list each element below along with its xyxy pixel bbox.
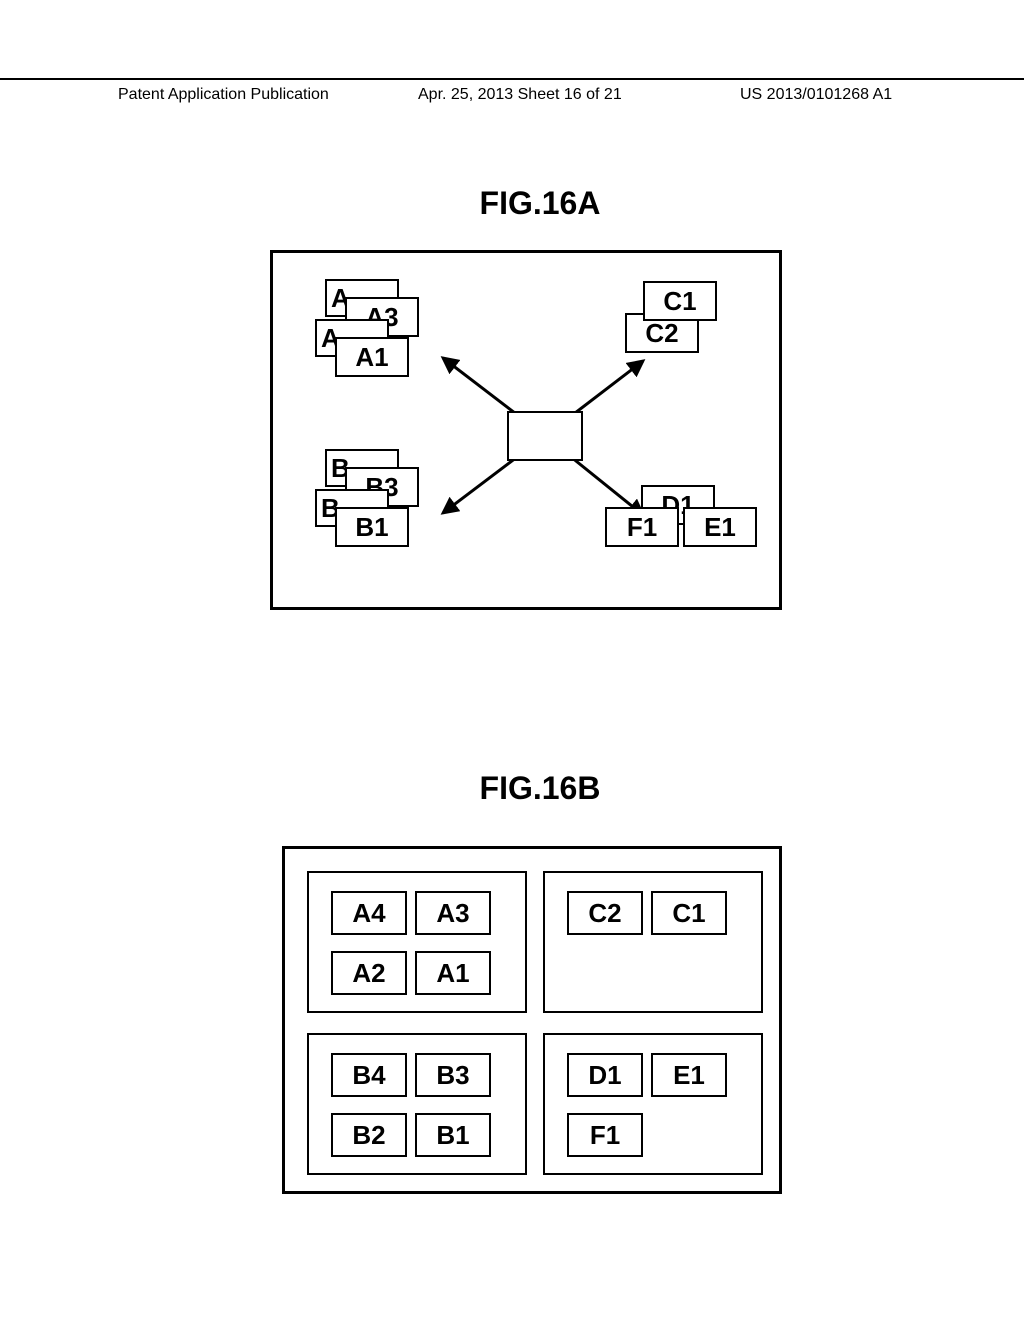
fig16b-group-2: B4B3B2B1 [307,1033,527,1175]
fig16b-cell-c2: C2 [567,891,643,935]
header-mid: Apr. 25, 2013 Sheet 16 of 21 [418,86,622,104]
page-header: Patent Application Publication Apr. 25, … [0,78,1024,86]
fig16a-node-b1: B1 [335,507,409,547]
fig16b-cell-c1: C1 [651,891,727,935]
header-left: Patent Application Publication [118,86,329,104]
fig16b-cell-e1: E1 [651,1053,727,1097]
fig16b-group-3: D1E1F1 [543,1033,763,1175]
figure-16a-center-box [507,411,583,461]
fig16b-cell-b4: B4 [331,1053,407,1097]
fig16a-node-a1: A1 [335,337,409,377]
fig16b-cell-b3: B3 [415,1053,491,1097]
page: Patent Application Publication Apr. 25, … [0,0,1024,1320]
figure-16b: A4A3A2A1C2C1B4B3B2B1D1E1F1 [282,846,782,1194]
fig16b-cell-a3: A3 [415,891,491,935]
figure-16a-title: FIG.16A [390,185,690,222]
fig16a-node-c1: C1 [643,281,717,321]
fig16b-cell-a2: A2 [331,951,407,995]
fig16b-cell-b2: B2 [331,1113,407,1157]
fig16b-cell-d1: D1 [567,1053,643,1097]
fig16b-cell-a1: A1 [415,951,491,995]
fig16b-cell-b1: B1 [415,1113,491,1157]
fig16a-node-e1: E1 [683,507,757,547]
figure-16b-title: FIG.16B [390,770,690,807]
header-right: US 2013/0101268 A1 [740,86,892,104]
figure-16a: AA3AA1C1C2BB3BB1D1E1F1 [270,250,782,610]
fig16a-node-f1: F1 [605,507,679,547]
fig16b-group-0: A4A3A2A1 [307,871,527,1013]
fig16b-cell-f1: F1 [567,1113,643,1157]
fig16b-group-1: C2C1 [543,871,763,1013]
fig16b-cell-a4: A4 [331,891,407,935]
